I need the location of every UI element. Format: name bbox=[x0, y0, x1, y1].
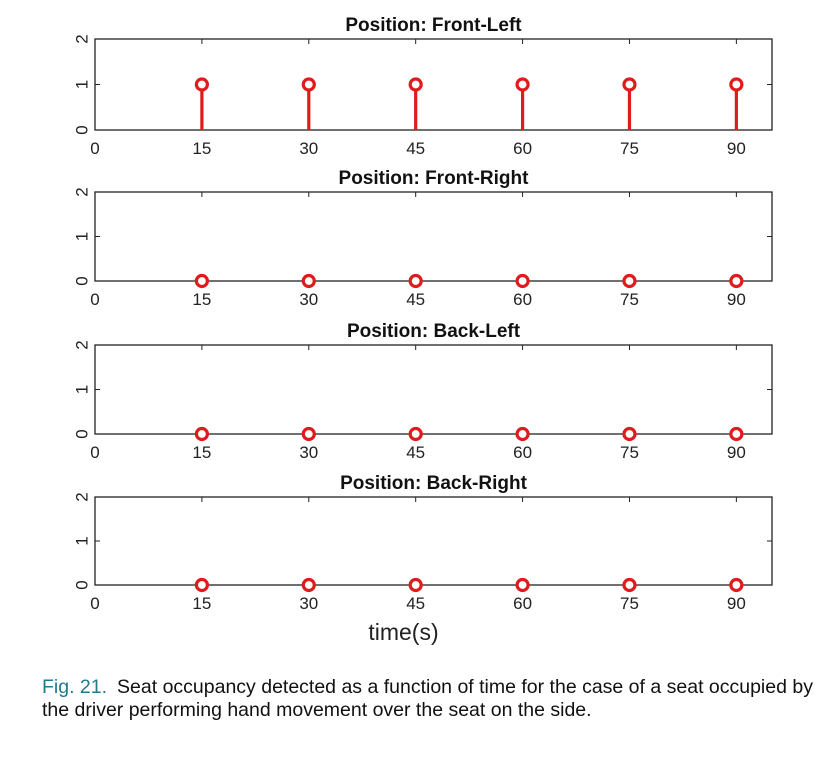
x-tick-label: 75 bbox=[620, 139, 639, 158]
y-tick-label: 1 bbox=[72, 385, 91, 394]
y-tick-label: 2 bbox=[72, 187, 91, 196]
stem-marker bbox=[194, 577, 209, 593]
y-tick-label: 1 bbox=[72, 80, 91, 89]
x-tick-label: 90 bbox=[727, 594, 746, 613]
x-tick-label: 60 bbox=[513, 290, 532, 309]
x-tick-label: 0 bbox=[90, 443, 99, 462]
x-tick-label: 45 bbox=[406, 290, 425, 309]
stem-marker bbox=[301, 77, 316, 92]
figure: Position: Front-Left 0 15 30 45 60 75 90 0 1 2 Posi… bbox=[72, 15, 773, 645]
x-tick-label: 15 bbox=[192, 139, 211, 158]
x-axis-label: time(s) bbox=[368, 619, 438, 645]
y-tick-label: 2 bbox=[72, 492, 91, 501]
stem-marker bbox=[515, 577, 530, 593]
panel-title: Position: Back-Right bbox=[340, 473, 528, 494]
x-tick-label: 15 bbox=[192, 594, 211, 613]
figure-caption-label: Fig. 21. bbox=[42, 676, 108, 698]
panel-title: Position: Front-Right bbox=[339, 168, 530, 189]
x-tick-label: 75 bbox=[620, 290, 639, 309]
stem-marker bbox=[194, 273, 209, 289]
x-tick-label: 90 bbox=[727, 139, 746, 158]
stem-marker bbox=[729, 273, 744, 289]
panel-4: Position: Back-Right 0 15 30 45 60 75 90 0 1 2 time… bbox=[72, 473, 773, 645]
y-tick-label: 0 bbox=[72, 125, 91, 134]
stem-marker bbox=[194, 426, 209, 442]
stem-marker bbox=[729, 77, 744, 92]
x-tick-label: 60 bbox=[513, 443, 532, 462]
stem-marker bbox=[515, 77, 530, 92]
y-tick-label: 1 bbox=[72, 232, 91, 241]
x-tick-label: 60 bbox=[513, 139, 532, 158]
x-tick-label: 15 bbox=[192, 290, 211, 309]
y-tick-label: 0 bbox=[72, 276, 91, 285]
stem-marker bbox=[515, 426, 530, 442]
y-tick-label: 2 bbox=[72, 340, 91, 349]
x-tick-label: 90 bbox=[727, 290, 746, 309]
x-tick-label: 45 bbox=[406, 443, 425, 462]
x-tick-label: 30 bbox=[299, 443, 318, 462]
stem-marker bbox=[301, 577, 316, 593]
x-tick-label: 0 bbox=[90, 594, 99, 613]
x-tick-label: 15 bbox=[192, 443, 211, 462]
x-tick-label: 90 bbox=[727, 443, 746, 462]
stem-marker bbox=[194, 77, 209, 92]
panel-1: Position: Front-Left 0 15 30 45 60 75 90 0 1 2 bbox=[72, 15, 773, 158]
stem-marker bbox=[301, 273, 316, 289]
stem-marker bbox=[729, 426, 744, 442]
plot-frame bbox=[94, 191, 773, 282]
stem-marker bbox=[408, 273, 423, 289]
stem-marker bbox=[301, 426, 316, 442]
x-tick-label: 30 bbox=[299, 594, 318, 613]
stem-marker bbox=[408, 577, 423, 593]
stem-marker bbox=[622, 77, 637, 92]
x-tick-label: 60 bbox=[513, 594, 532, 613]
x-tick-label: 75 bbox=[620, 594, 639, 613]
plot-frame bbox=[94, 344, 773, 435]
panel-title: Position: Front-Left bbox=[345, 15, 522, 36]
y-tick-label: 0 bbox=[72, 429, 91, 438]
stem-marker bbox=[729, 577, 744, 593]
stem-marker bbox=[622, 426, 637, 442]
panel-2: Position: Front-Right 0 15 30 45 60 75 90 0 1 2 bbox=[72, 168, 773, 309]
stem-marker bbox=[622, 273, 637, 289]
x-tick-label: 45 bbox=[406, 139, 425, 158]
y-tick-label: 2 bbox=[72, 34, 91, 43]
stem-marker bbox=[408, 426, 423, 442]
x-tick-label: 75 bbox=[620, 443, 639, 462]
x-tick-label: 0 bbox=[90, 139, 99, 158]
plot-frame bbox=[94, 496, 773, 586]
x-tick-label: 45 bbox=[406, 594, 425, 613]
y-tick-label: 1 bbox=[72, 536, 91, 545]
stem-marker bbox=[515, 273, 530, 289]
figure-caption: Fig. 21. Seat occupancy detected as a fun… bbox=[42, 676, 822, 722]
panel-3: Position: Back-Left 0 15 30 45 60 75 90 0 1 2 bbox=[72, 321, 773, 462]
figure-caption-text: Seat occupancy detected as a function of… bbox=[42, 676, 813, 721]
y-tick-label: 0 bbox=[72, 580, 91, 589]
panel-title: Position: Back-Left bbox=[347, 321, 521, 342]
stem-marker bbox=[408, 77, 423, 92]
x-tick-label: 30 bbox=[299, 139, 318, 158]
x-tick-label: 30 bbox=[299, 290, 318, 309]
x-tick-label: 0 bbox=[90, 290, 99, 309]
stem-marker bbox=[622, 577, 637, 593]
